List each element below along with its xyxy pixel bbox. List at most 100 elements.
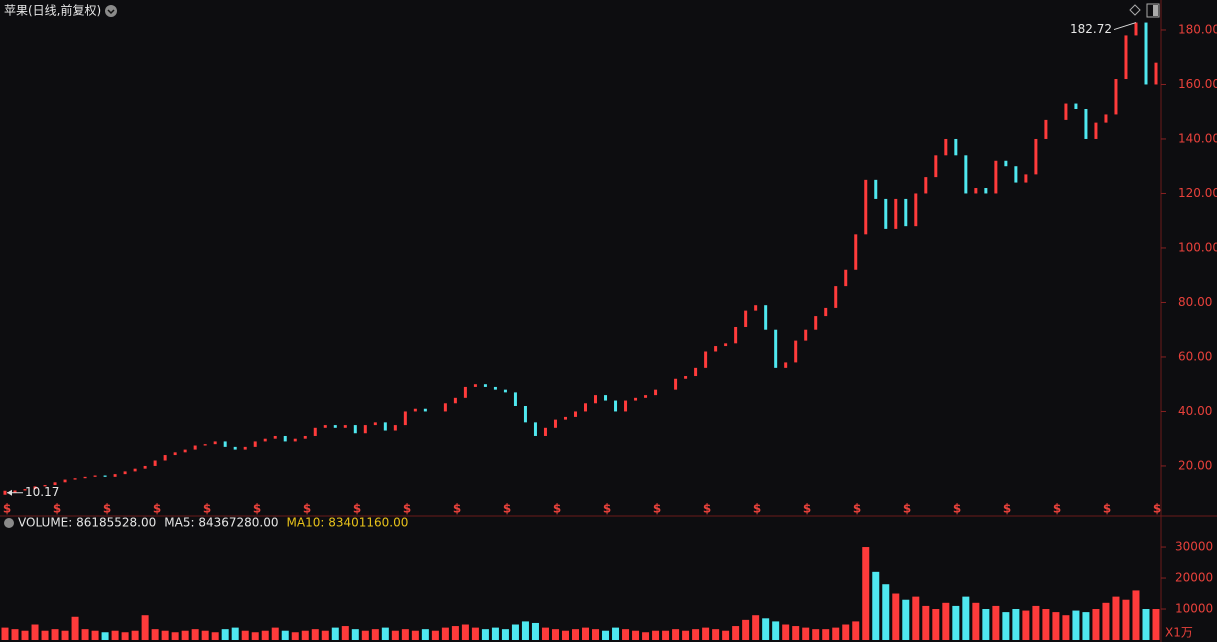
volume-bar (1042, 609, 1050, 640)
volume-bar (992, 605, 1000, 640)
volume-menu-icon[interactable] (4, 518, 14, 528)
dividend-marker: $ (1103, 502, 1111, 516)
volume-bar (101, 632, 109, 640)
volume-bar (892, 593, 900, 640)
dividend-marker: $ (1153, 502, 1161, 516)
volume-bar (241, 630, 249, 640)
volume-bar (551, 629, 559, 640)
volume-bar (852, 621, 860, 640)
volume-bar (461, 624, 469, 640)
volume-bar (1142, 609, 1150, 640)
title-menu-chevron (107, 9, 115, 15)
volume-bar (672, 629, 680, 640)
max-arrow (1113, 22, 1137, 31)
volume-bar (411, 630, 419, 640)
diamond-icon[interactable] (1129, 4, 1141, 16)
volume-bar (1052, 612, 1060, 640)
volume-bar (351, 629, 359, 640)
panel-icon-fill (1153, 5, 1158, 16)
volume-bar (1072, 610, 1080, 640)
y-tick-label: 30000 (1175, 540, 1213, 554)
volume-bar (902, 599, 910, 640)
chart-title: 苹果(日线,前复权) (4, 3, 101, 18)
volume-bar (11, 629, 19, 640)
volume-bar (491, 627, 499, 640)
volume-bar (311, 629, 319, 640)
y-tick-label: 100.00 (1178, 240, 1217, 254)
panel-icon[interactable] (1146, 3, 1160, 18)
volume-bar (622, 629, 630, 640)
y-tick-label: 60.00 (1178, 349, 1212, 363)
volume-bar (582, 627, 590, 640)
dividend-marker: $ (553, 502, 561, 516)
volume-bar (481, 629, 489, 640)
volume-bar (21, 630, 29, 640)
volume-bar (521, 621, 529, 640)
volume-bar (912, 596, 920, 640)
volume-bar (271, 627, 279, 640)
volume-bar (812, 629, 820, 640)
volume-bar (111, 630, 119, 640)
volume-bar (592, 629, 600, 640)
dividend-marker: $ (753, 502, 761, 516)
dividend-marker: $ (853, 502, 861, 516)
volume-bar (261, 630, 269, 640)
volume-bar (1132, 590, 1140, 640)
volume-bar (211, 632, 219, 640)
volume-bar (401, 629, 409, 640)
volume-bar (391, 630, 399, 640)
volume-bar (632, 630, 640, 640)
volume-bar (722, 630, 730, 640)
y-tick-label: 20.00 (1178, 458, 1212, 472)
volume-bar (441, 627, 449, 640)
dividend-marker: $ (303, 502, 311, 516)
max-label: 182.72 (1070, 22, 1112, 36)
volume-bar (862, 547, 870, 640)
volume-bar (652, 630, 660, 640)
volume-bar (692, 629, 700, 640)
volume-bar (662, 630, 670, 640)
dividend-marker: $ (403, 502, 411, 516)
volume-bar (511, 624, 519, 640)
y-tick-label: 160.00 (1178, 77, 1217, 91)
volume-bar (31, 624, 39, 640)
volume-bar (281, 630, 289, 640)
volume-bar (321, 630, 329, 640)
volume-bar (121, 632, 129, 640)
volume-bar (982, 609, 990, 640)
volume-bar (1022, 610, 1030, 640)
volume-bar (171, 632, 179, 640)
volume-bar (1112, 596, 1120, 640)
volume-bar (91, 630, 99, 640)
volume-bar (201, 630, 209, 640)
volume-bar (1062, 615, 1070, 640)
volume-unit: X1万 (1165, 626, 1193, 640)
volume-bar (872, 571, 880, 640)
volume-bar (922, 605, 930, 640)
volume-bar (842, 624, 850, 640)
volume-bar (181, 630, 189, 640)
volume-bar (431, 630, 439, 640)
volume-bar (421, 629, 429, 640)
y-tick-label: 140.00 (1178, 131, 1217, 145)
dividend-marker: $ (903, 502, 911, 516)
volume-bar (381, 627, 389, 640)
volume-bar (221, 629, 229, 640)
volume-bar (361, 630, 369, 640)
title-menu-icon[interactable] (105, 5, 117, 17)
volume-bar (371, 629, 379, 640)
dividend-marker: $ (153, 502, 161, 516)
min-arrow-head (7, 489, 12, 496)
y-tick-label: 10000 (1175, 602, 1213, 616)
volume-bar (1032, 605, 1040, 640)
volume-bar (341, 626, 349, 640)
dividend-marker: $ (53, 502, 61, 516)
volume-bar (962, 596, 970, 640)
min-label: 10.17 (25, 485, 59, 499)
volume-bar (732, 626, 740, 640)
legend-entry: MA10: 83401160.00 (287, 516, 409, 530)
dividend-marker: $ (953, 502, 961, 516)
volume-bar (41, 630, 49, 640)
